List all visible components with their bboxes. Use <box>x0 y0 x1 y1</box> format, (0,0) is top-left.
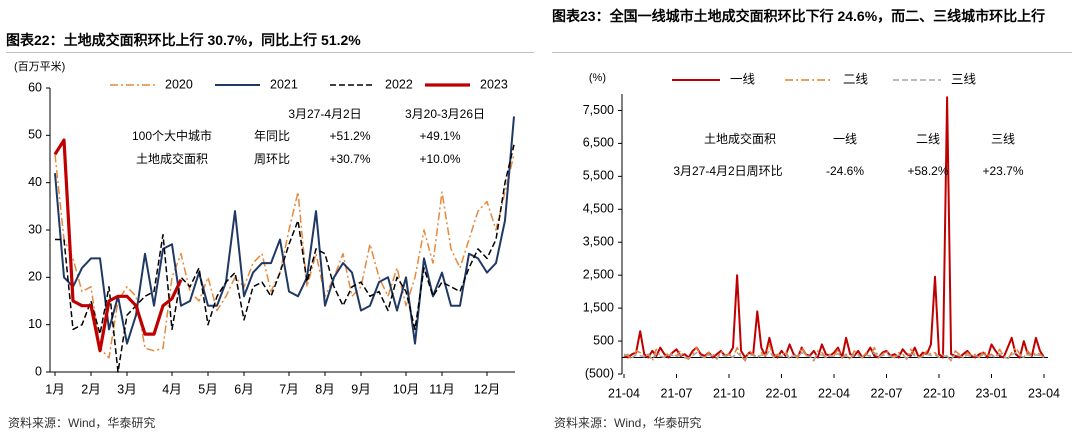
annotation: +51.2% <box>329 129 370 143</box>
y-tick-label: 60 <box>28 80 42 94</box>
annotation: 3月27-4月2日 <box>288 107 361 121</box>
x-tick-label: 22-01 <box>766 386 798 400</box>
y-tick-label: 3,500 <box>583 235 614 249</box>
y-tick-label: 20 <box>28 270 42 284</box>
y-axis-label: (百万平米) <box>14 60 65 73</box>
y-tick-label: 30 <box>28 222 42 236</box>
annotation: 三线 <box>991 132 1015 146</box>
series-line <box>54 154 515 359</box>
x-tick-label: 23-01 <box>976 386 1008 400</box>
x-tick-label: 10月 <box>393 382 419 396</box>
legend-label: 2021 <box>270 77 298 91</box>
source: 资料来源：Wind，华泰研究 <box>8 416 156 430</box>
y-tick-label: (500) <box>585 366 614 380</box>
x-tick-label: 22-07 <box>871 386 903 400</box>
y-tick-label: 40 <box>28 175 42 189</box>
annotation: 土地成交面积 <box>704 131 776 146</box>
x-tick-label: 22-04 <box>818 386 850 400</box>
separator <box>552 52 1072 53</box>
x-tick-label: 12月 <box>474 382 500 396</box>
series-line <box>623 350 1045 361</box>
separator <box>6 52 534 53</box>
x-tick-label: 4月 <box>162 382 181 396</box>
y-tick-label: 1,500 <box>583 300 614 314</box>
annotation: 周环比 <box>254 152 290 166</box>
y-tick-label: 0 <box>35 364 42 378</box>
y-tick-label: 50 <box>28 128 42 142</box>
x-tick-label: 7月 <box>279 382 298 396</box>
y-tick-label: 7,500 <box>583 103 614 117</box>
y-tick-label: 10 <box>28 317 42 331</box>
x-tick-label: 9月 <box>351 382 370 396</box>
y-tick-label: 500 <box>593 333 614 347</box>
annotation: -24.6% <box>826 164 864 178</box>
legend-label: 2020 <box>165 77 193 91</box>
x-tick-label: 21-07 <box>661 386 693 400</box>
legend-label: 2022 <box>385 77 413 91</box>
x-tick-label: 1月 <box>45 382 64 396</box>
annotation: 年同比 <box>254 129 290 143</box>
annotation: 3月20-3月26日 <box>405 107 485 121</box>
legend-label: 二线 <box>843 72 869 86</box>
series-line <box>55 144 515 373</box>
y-tick-label: 5,500 <box>583 169 614 183</box>
x-tick-label: 2月 <box>81 382 100 396</box>
annotation: 3月27-4月2日周环比 <box>673 164 782 178</box>
annotation: +23.7% <box>982 164 1023 178</box>
y-tick-label: 4,500 <box>583 202 614 216</box>
x-tick-label: 22-10 <box>923 386 955 400</box>
y-tick-label: 6,500 <box>583 136 614 150</box>
x-tick-label: 5月 <box>198 382 217 396</box>
annotation: 100个大中城市 <box>132 128 212 143</box>
chart-title: 图表22：土地成交面积环比上行 30.7%，同比上行 51.2% <box>6 32 361 48</box>
x-tick-label: 11月 <box>429 382 454 396</box>
x-tick-label: 21-04 <box>608 386 640 400</box>
x-tick-label: 3月 <box>117 382 136 396</box>
series-line <box>54 116 515 345</box>
x-tick-label: 8月 <box>315 382 334 396</box>
legend-label: 2023 <box>480 77 508 91</box>
x-tick-label: 23-04 <box>1028 386 1060 400</box>
annotation: +58.2% <box>907 164 948 178</box>
annotation: 二线 <box>916 132 940 146</box>
y-tick-label: 2,500 <box>583 267 614 281</box>
series-line <box>623 343 1045 362</box>
annotation: 土地成交面积 <box>136 151 208 166</box>
source: 资料来源：Wind，华泰研究 <box>554 416 702 430</box>
x-tick-label: 21-10 <box>713 386 745 400</box>
annotation: +30.7% <box>329 152 370 166</box>
y-axis-label: (%) <box>589 72 606 84</box>
legend-label: 三线 <box>951 72 977 86</box>
x-tick-label: 6月 <box>234 382 253 396</box>
legend-label: 一线 <box>730 72 756 86</box>
chart-title: 图表23：全国一线城市土地成交面积环比下行 24.6%，而二、三线城市环比上行 <box>552 8 1046 24</box>
series-line <box>53 138 183 353</box>
annotation: 一线 <box>833 132 857 146</box>
annotation: +49.1% <box>419 129 460 143</box>
series-line <box>623 96 1045 359</box>
annotation: +10.0% <box>419 152 460 166</box>
